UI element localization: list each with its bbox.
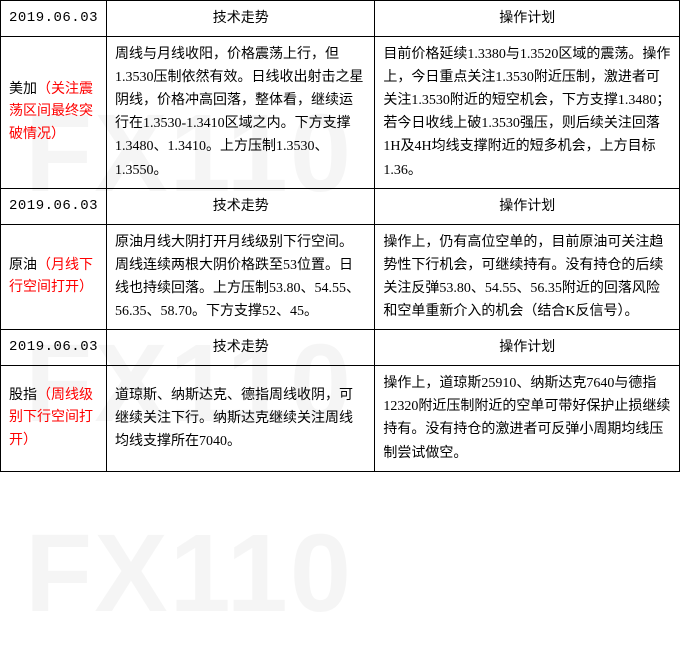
section-3-date: 2019.06.03: [1, 330, 107, 366]
section-3-title: 股指: [9, 388, 37, 403]
section-3-trend: 道琼斯、纳斯达克、德指周线收阴，可继续关注下行。纳斯达克继续关注周线均线支撑所在…: [107, 366, 375, 471]
section-2-title: 原油: [9, 258, 37, 273]
section-1-trend-header: 技术走势: [107, 1, 375, 37]
section-2-plan-header: 操作计划: [375, 188, 680, 224]
section-2-trend: 原油月线大阴打开月线级别下行空间。周线连续两根大阴价格跌至53位置。日线也持续回…: [107, 224, 375, 329]
section-1-title: 美加: [9, 82, 37, 97]
section-2-date: 2019.06.03: [1, 188, 107, 224]
section-1-label: 美加（关注震荡区间最终突破情况）: [1, 37, 107, 189]
section-3-body-row: 股指（周线级别下行空间打开） 道琼斯、纳斯达克、德指周线收阴，可继续关注下行。纳…: [1, 366, 680, 471]
section-3-label: 股指（周线级别下行空间打开）: [1, 366, 107, 471]
section-2-body-row: 原油（月线下行空间打开） 原油月线大阴打开月线级别下行空间。周线连续两根大阴价格…: [1, 224, 680, 329]
section-1-header-row: 2019.06.03 技术走势 操作计划: [1, 1, 680, 37]
section-3-trend-header: 技术走势: [107, 330, 375, 366]
section-1-trend: 周线与月线收阳，价格震荡上行，但1.3530压制依然有效。日线收出射击之星阴线，…: [107, 37, 375, 189]
section-1-plan: 目前价格延续1.3380与1.3520区域的震荡。操作上，今日重点关注1.353…: [375, 37, 680, 189]
section-2-label: 原油（月线下行空间打开）: [1, 224, 107, 329]
section-2-trend-header: 技术走势: [107, 188, 375, 224]
section-1-plan-header: 操作计划: [375, 1, 680, 37]
section-2-header-row: 2019.06.03 技术走势 操作计划: [1, 188, 680, 224]
section-3-header-row: 2019.06.03 技术走势 操作计划: [1, 330, 680, 366]
section-1-date: 2019.06.03: [1, 1, 107, 37]
section-1-body-row: 美加（关注震荡区间最终突破情况） 周线与月线收阳，价格震荡上行，但1.3530压…: [1, 37, 680, 189]
section-3-plan-header: 操作计划: [375, 330, 680, 366]
analysis-table: 2019.06.03 技术走势 操作计划 美加（关注震荡区间最终突破情况） 周线…: [0, 0, 680, 472]
section-3-plan: 操作上，道琼斯25910、纳斯达克7640与德指12320附近压制附近的空单可带…: [375, 366, 680, 471]
watermark-3: FX110: [25, 510, 353, 637]
section-2-plan: 操作上，仍有高位空单的，目前原油可关注趋势性下行机会，可继续持有。没有持仓的后续…: [375, 224, 680, 329]
